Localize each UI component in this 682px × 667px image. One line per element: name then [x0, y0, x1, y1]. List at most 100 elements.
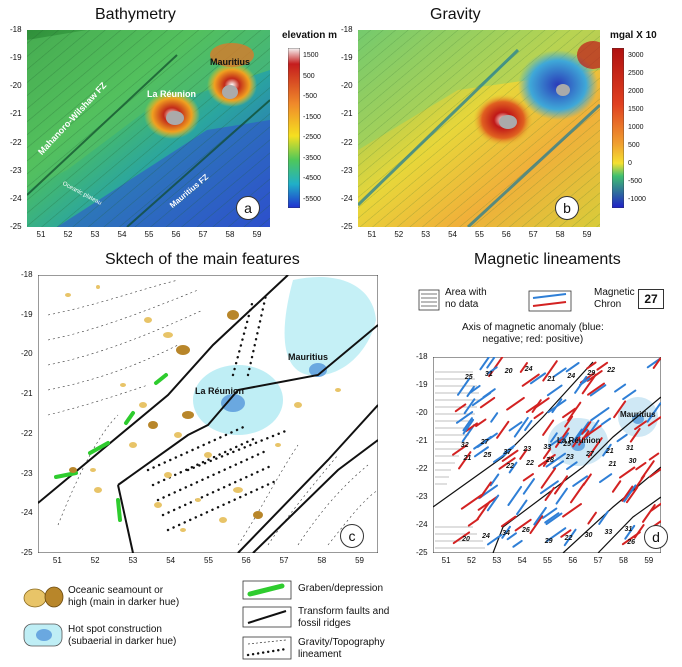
magnetic-anomaly-axis	[545, 452, 567, 468]
chron-label: 31	[625, 445, 634, 453]
lon-tick-b: 55	[475, 230, 484, 239]
chron-label: 24	[567, 372, 576, 380]
chron-label: 37	[503, 449, 512, 457]
magnetic-anomaly-axis	[521, 373, 540, 387]
graben-legend-icon	[242, 580, 292, 600]
magnetic-anomaly-axis	[452, 444, 468, 456]
chron-label: 23	[523, 446, 532, 454]
magnetic-anomaly-axis	[634, 420, 648, 431]
lineament-legend-label: Gravity/Topography lineament	[298, 637, 385, 660]
magnetic-anomaly-axis	[611, 480, 622, 493]
chron-label: 22	[526, 459, 534, 467]
chron-label: 31	[624, 525, 633, 533]
magnetic-anomaly-axis	[533, 411, 544, 420]
magnetic-anomaly-axis	[649, 467, 661, 478]
sketch-map	[38, 275, 378, 553]
lat-tick-a: -21	[10, 109, 22, 119]
lon-tick-d: 57	[593, 556, 603, 565]
lon-tick-a: 54	[117, 230, 127, 239]
magnetic-anomaly-axis	[519, 362, 528, 373]
magnetic-anomaly-axis	[540, 467, 557, 489]
gravity-map	[358, 30, 600, 227]
chron-label: 33	[543, 443, 552, 451]
magnetic-anomaly-axis	[522, 478, 536, 495]
chron-label: 21	[605, 447, 614, 455]
lat-tick-b: -24	[341, 193, 353, 203]
gravity-title: Gravity	[430, 6, 481, 23]
magnetic-anomaly-axis	[650, 502, 661, 512]
magnetic-anomaly-axis	[574, 375, 588, 394]
magnetic-anomaly-axis	[642, 504, 656, 523]
colorbar-tick: 3000	[628, 52, 644, 59]
magnetic-anomaly-axis	[587, 437, 603, 458]
lon-tick-c: 54	[166, 556, 176, 565]
mauritius-label-a: Mauritius	[210, 57, 251, 67]
magnetic-anomaly-axis	[629, 427, 641, 443]
no-data-legend-swatch	[418, 289, 440, 311]
elevation-colorbar-title: elevation m	[282, 30, 338, 41]
lon-tick-b: 59	[582, 230, 592, 239]
lon-tick-c: 55	[204, 556, 213, 565]
magnetic-anomaly-axis	[589, 384, 607, 397]
magnetic-anomaly-axis	[548, 436, 563, 448]
chron-label: 30	[584, 531, 593, 539]
magnetic-anomaly-axis	[476, 500, 491, 521]
magnetic-anomaly-axis	[542, 456, 551, 467]
magnetic-anomaly-axis	[587, 511, 597, 525]
magnetic-anomaly-axis	[508, 461, 518, 474]
magnetic-anomaly-axis	[652, 357, 661, 369]
magnetic-anomaly-axis	[488, 357, 504, 378]
lat-tick-c: -19	[21, 309, 33, 319]
lat-tick-c: -20	[21, 349, 33, 359]
magnetic-anomaly-axis	[514, 518, 532, 532]
chron-label: 34	[502, 530, 510, 538]
chron-label: 21	[463, 455, 472, 463]
magnetic-anomaly-axis	[544, 512, 560, 524]
lon-tick-d: 56	[568, 556, 578, 565]
panel-d-badge: d	[644, 525, 668, 549]
magnetic-anomaly-axis	[625, 486, 639, 504]
magnetic-anomaly-axis	[533, 506, 547, 526]
magnetic-anomaly-axis	[572, 436, 581, 448]
lon-tick-b: 51	[367, 230, 377, 239]
magnetic-anomaly-axis	[621, 485, 634, 502]
sketch-title: Sktech of the main features	[105, 251, 300, 268]
lat-tick-b: -25	[341, 222, 353, 231]
chron-label: 22	[564, 534, 573, 542]
lat-tick-a: -23	[10, 165, 22, 175]
lat-tick-d: -20	[416, 408, 428, 417]
lon-tick-b: 54	[448, 230, 458, 239]
magnetic-anomaly-axis	[602, 443, 612, 457]
magnetic-anomaly-axis	[554, 475, 569, 495]
magnetic-anomaly-axis	[596, 361, 609, 371]
chron-label: 28	[546, 456, 554, 464]
colorbar-tick: 500	[628, 142, 640, 149]
lon-tick-b: 53	[421, 230, 431, 239]
lat-tick-a: -24	[10, 193, 22, 203]
panel-a-badge: a	[236, 196, 260, 220]
hotspot-legend-label: Hot spot construction (subaerial in dark…	[68, 624, 177, 647]
magnetic-anomaly-axis	[549, 432, 558, 443]
magnetic-anomaly-axis	[467, 518, 479, 527]
magnetic-title: Magnetic lineaments	[474, 251, 621, 268]
magnetic-anomaly-axis	[473, 435, 493, 450]
magnetic-anomaly-axis	[616, 433, 628, 443]
colorbar-tick: -500	[303, 93, 318, 101]
chron-label: 29	[587, 369, 596, 377]
magnetic-anomaly-axis	[496, 420, 510, 439]
lat-tick-c: -22	[21, 428, 33, 438]
magnetic-anomaly-axis	[646, 402, 661, 423]
magnetic-anomaly-axis	[500, 515, 517, 528]
panel-c-badge: c	[340, 524, 364, 548]
bathymetry-title: Bathymetry	[95, 6, 176, 23]
magnetic-anomaly-axis	[460, 494, 483, 510]
chron-label: 21	[547, 375, 556, 383]
magnetic-map	[433, 357, 661, 553]
lon-tick-d: 54	[517, 556, 527, 565]
lon-tick-b: 58	[555, 230, 565, 239]
chron-label: 22	[607, 367, 616, 374]
chron-label: 23	[566, 453, 574, 461]
chron-label: 30	[628, 458, 637, 466]
no-data-legend-label: Area with no data	[445, 287, 487, 310]
magnetic-anomaly-axis	[545, 512, 563, 526]
